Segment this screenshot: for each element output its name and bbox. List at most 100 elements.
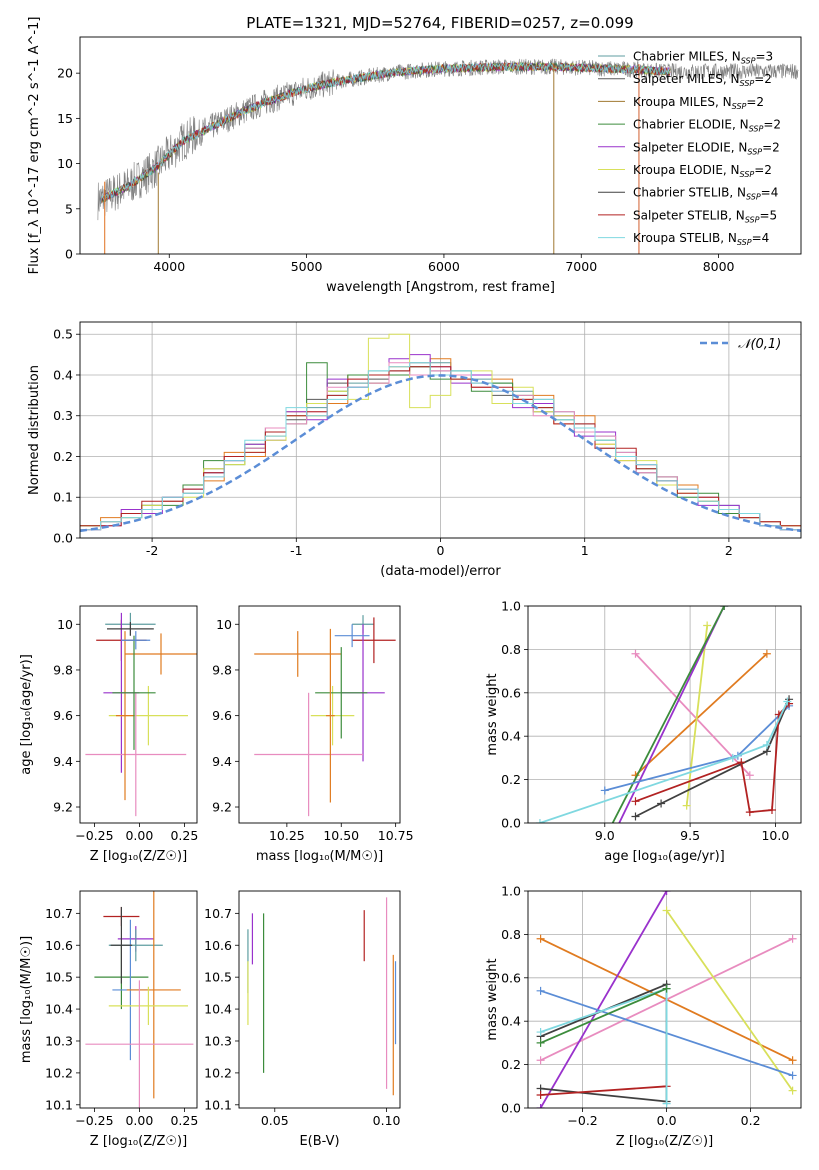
model-spectrum-line: [100, 61, 671, 205]
spectrum-ytick-label: 15: [57, 111, 73, 126]
legend-subscript: SSP: [732, 102, 747, 111]
mass-vs-Z-panel: −0.25 0.00 0.25 10.1 10.2 10.3 10.4 10.5 10.6 10.…: [19, 890, 198, 1149]
age-vs-Z-xtick-label: −0.25: [75, 828, 113, 843]
residuals-xlabel: (data-model)/error: [380, 564, 501, 579]
residuals-xtick-label: 1: [581, 543, 589, 558]
mass-vs-EBV-ytick-label: 10.6: [204, 938, 232, 953]
spectrum-xtick-label: 7000: [565, 259, 597, 274]
weight-vs-Z-xtick-label: −0.2: [567, 1113, 597, 1128]
weight-marker: [536, 1028, 545, 1037]
mass-vs-EBV-points: [247, 897, 397, 1096]
legend-count: =5: [759, 208, 777, 222]
mass-vs-Z-xlabel: Z [log₁₀(Z/Z☉)]: [90, 1134, 187, 1149]
model-spectrum-line: [100, 61, 671, 204]
residuals-xtick-label: 0: [437, 543, 445, 558]
legend-subscript: SSP: [741, 57, 756, 66]
weight-marker: [536, 986, 545, 995]
weight-line: [665, 909, 794, 1092]
weight-line: [540, 987, 667, 1044]
weight-vs-Z-ytick-label: 0.8: [501, 927, 521, 942]
legend-count: =2: [754, 163, 772, 177]
weight-vs-age-ytick-label: 0.6: [501, 685, 521, 700]
spectrum-ytick-label: 20: [57, 66, 73, 81]
spectrum-xtick-label: 5000: [291, 259, 323, 274]
weight-line: [635, 702, 790, 814]
weight-marker: [662, 891, 671, 895]
weight-marker: [788, 1086, 797, 1095]
mass-vs-EBV-frame: [238, 890, 401, 1109]
weight-marker: [657, 799, 666, 808]
model-spectrum-line: [100, 61, 671, 204]
residuals-ytick-label: 0.0: [53, 531, 73, 546]
residuals-ytick-label: 0.1: [53, 490, 73, 505]
spectrum-xtick-label: 4000: [153, 259, 185, 274]
age-vs-mass-ytick-label: 9.8: [212, 662, 232, 677]
weight-marker: [631, 649, 640, 658]
age-vs-mass-panel: 10.25 10.50 10.75 9.2 9.4 9.6 9.8 10 mass [log₁₀…: [212, 605, 414, 864]
spectrum-xtick-label: 8000: [703, 259, 735, 274]
age-vs-Z-xtick-label: 0.25: [170, 828, 198, 843]
residuals-xtick-label: 2: [725, 543, 733, 558]
weight-marker: [536, 1038, 545, 1047]
residuals-frame: [79, 321, 802, 539]
age-vs-mass-ytick-label: 9.6: [212, 708, 232, 723]
legend-count: =4: [752, 231, 770, 245]
weight-vs-age-ytick-label: 0.8: [501, 642, 521, 657]
mass-vs-EBV-ytick-label: 10.5: [204, 970, 232, 985]
mass-vs-Z-ytick-label: 10.6: [45, 938, 73, 953]
mass-vs-Z-ytick-label: 10.3: [45, 1033, 73, 1048]
weight-vs-Z-ytick-label: 0.6: [501, 970, 521, 985]
legend-subscript: SSP: [747, 147, 762, 156]
weight-marker: [788, 1071, 797, 1080]
age-vs-mass-ytick-label: 9.2: [212, 800, 232, 815]
model-spectrum-line: [100, 61, 671, 204]
figure-title: PLATE=1321, MJD=52764, FIBERID=0257, z=0…: [246, 14, 633, 32]
weight-vs-age-panel: 9.0 9.5 10.0 0.0 0.2 0.4 0.6 0.8 1.0 age [log₁₀(a…: [485, 599, 802, 864]
mass-vs-Z-frame: [79, 890, 198, 1109]
mass-vs-Z-ytick-label: 10.7: [45, 906, 73, 921]
weight-vs-Z-panel: −0.2 0.0 0.2 0.0 0.2 0.4 0.6 0.8 1.0 Z [log₁₀(Z/Z…: [485, 884, 802, 1149]
age-vs-mass-xlabel: mass [log₁₀(M/M☉)]: [256, 849, 383, 864]
spectrum-ytick-label: 5: [65, 201, 73, 216]
legend-label: Kroupa ELODIE, NSSP=2: [633, 163, 772, 179]
weight-vs-Z-xtick-label: 0.0: [657, 1113, 677, 1128]
weight-marker: [703, 621, 712, 630]
weight-marker: [788, 934, 797, 943]
mass-vs-Z-xtick-label: 0.00: [125, 1113, 153, 1128]
legend-label: Kroupa STELIB, NSSP=4: [633, 231, 769, 247]
weight-vs-age-xtick-label: 9.5: [680, 828, 700, 843]
model-spectrum-line: [100, 61, 671, 204]
residuals-ytick-label: 0.4: [53, 367, 73, 382]
age-vs-Z-ytick-label: 9.4: [53, 754, 73, 769]
model-spectrum-line: [100, 61, 671, 204]
weight-marker: [536, 934, 545, 943]
weight-marker: [631, 812, 640, 821]
weight-vs-age-lines: [535, 606, 794, 823]
legend-subscript: SSP: [740, 79, 755, 88]
age-vs-Z-ytick-label: 10: [57, 617, 73, 632]
weight-line: [635, 698, 790, 818]
legend-count: =2: [754, 72, 772, 86]
weight-marker: [728, 753, 737, 762]
mass-vs-Z-ytick-label: 10.4: [45, 1002, 73, 1017]
normal-curve: [80, 374, 801, 533]
legend-count: =2: [762, 140, 780, 154]
weight-line: [634, 653, 751, 776]
weight-vs-age-xlabel: age [log₁₀(age/yr)]: [604, 849, 725, 864]
weight-vs-age-ytick-label: 0.2: [501, 772, 521, 787]
weight-vs-age-ytick-label: 1.0: [501, 599, 521, 614]
age-vs-Z-xtick-label: 0.00: [125, 828, 153, 843]
age-vs-mass-xtick-label: 10.50: [323, 828, 359, 843]
weight-line: [685, 625, 709, 806]
spectrum-ytick-label: 0: [65, 247, 73, 262]
age-vs-Z-ytick-label: 9.2: [53, 800, 73, 815]
weight-marker: [788, 1056, 797, 1065]
legend-subscript: SSP: [746, 193, 761, 202]
weight-vs-Z-ytick-label: 0.2: [501, 1057, 521, 1072]
legend-label: Salpeter STELIB, NSSP=5: [633, 208, 777, 224]
legend-count: =2: [763, 118, 781, 132]
weight-line: [539, 701, 789, 823]
age-vs-Z-ytick-label: 9.8: [53, 662, 73, 677]
